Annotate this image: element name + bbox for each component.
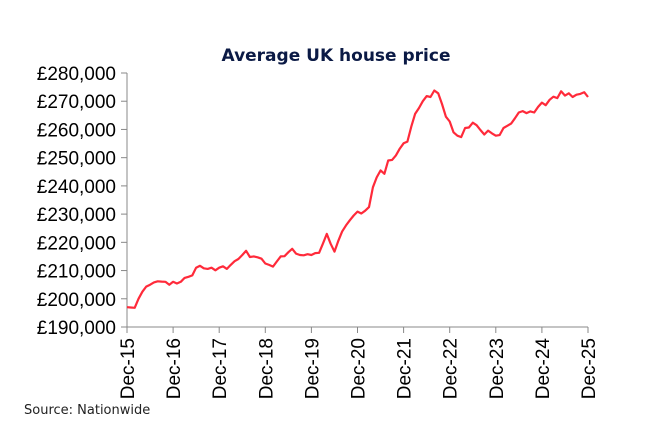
y-tick-label: £280,000 — [37, 64, 116, 85]
x-tick-label: Dec-24 — [533, 338, 554, 400]
x-tick-label: Dec-16 — [164, 338, 185, 399]
x-tick-label: Dec-22 — [441, 338, 462, 399]
chart-title: Average UK house price — [222, 46, 451, 66]
x-tick-label: Dec-20 — [349, 338, 370, 399]
y-tick-label: £260,000 — [37, 120, 116, 141]
y-axis: £190,000 £200,000 £210,000 £220,000 £230,000… — [37, 64, 127, 339]
y-tick-label: £230,000 — [37, 205, 116, 226]
y-tick-label: £240,000 — [37, 177, 116, 198]
series-line-house-price — [126, 89, 589, 309]
y-tick-label: £210,000 — [37, 262, 116, 283]
x-tick-label: Dec-18 — [256, 338, 277, 399]
x-tick-label: Dec-15 — [118, 338, 139, 399]
y-tick-label: £220,000 — [37, 233, 116, 254]
x-tick-label: Dec-19 — [302, 338, 323, 399]
x-tick-label: Dec-17 — [210, 338, 231, 399]
y-tick-label: £270,000 — [37, 92, 116, 113]
source-note: Source: Nationwide — [24, 403, 150, 418]
x-axis: Dec-15 Dec-16 Dec-17 Dec-18 Dec-19 Dec-20 Dec-… — [118, 327, 600, 399]
x-tick-label: Dec-23 — [487, 338, 508, 399]
y-tick-label: £250,000 — [37, 149, 116, 170]
x-tick-label: Dec-21 — [395, 338, 416, 399]
x-tick-label: Dec-25 — [579, 338, 600, 399]
y-tick-label: £200,000 — [37, 290, 116, 311]
y-tick-label: £190,000 — [37, 318, 116, 339]
